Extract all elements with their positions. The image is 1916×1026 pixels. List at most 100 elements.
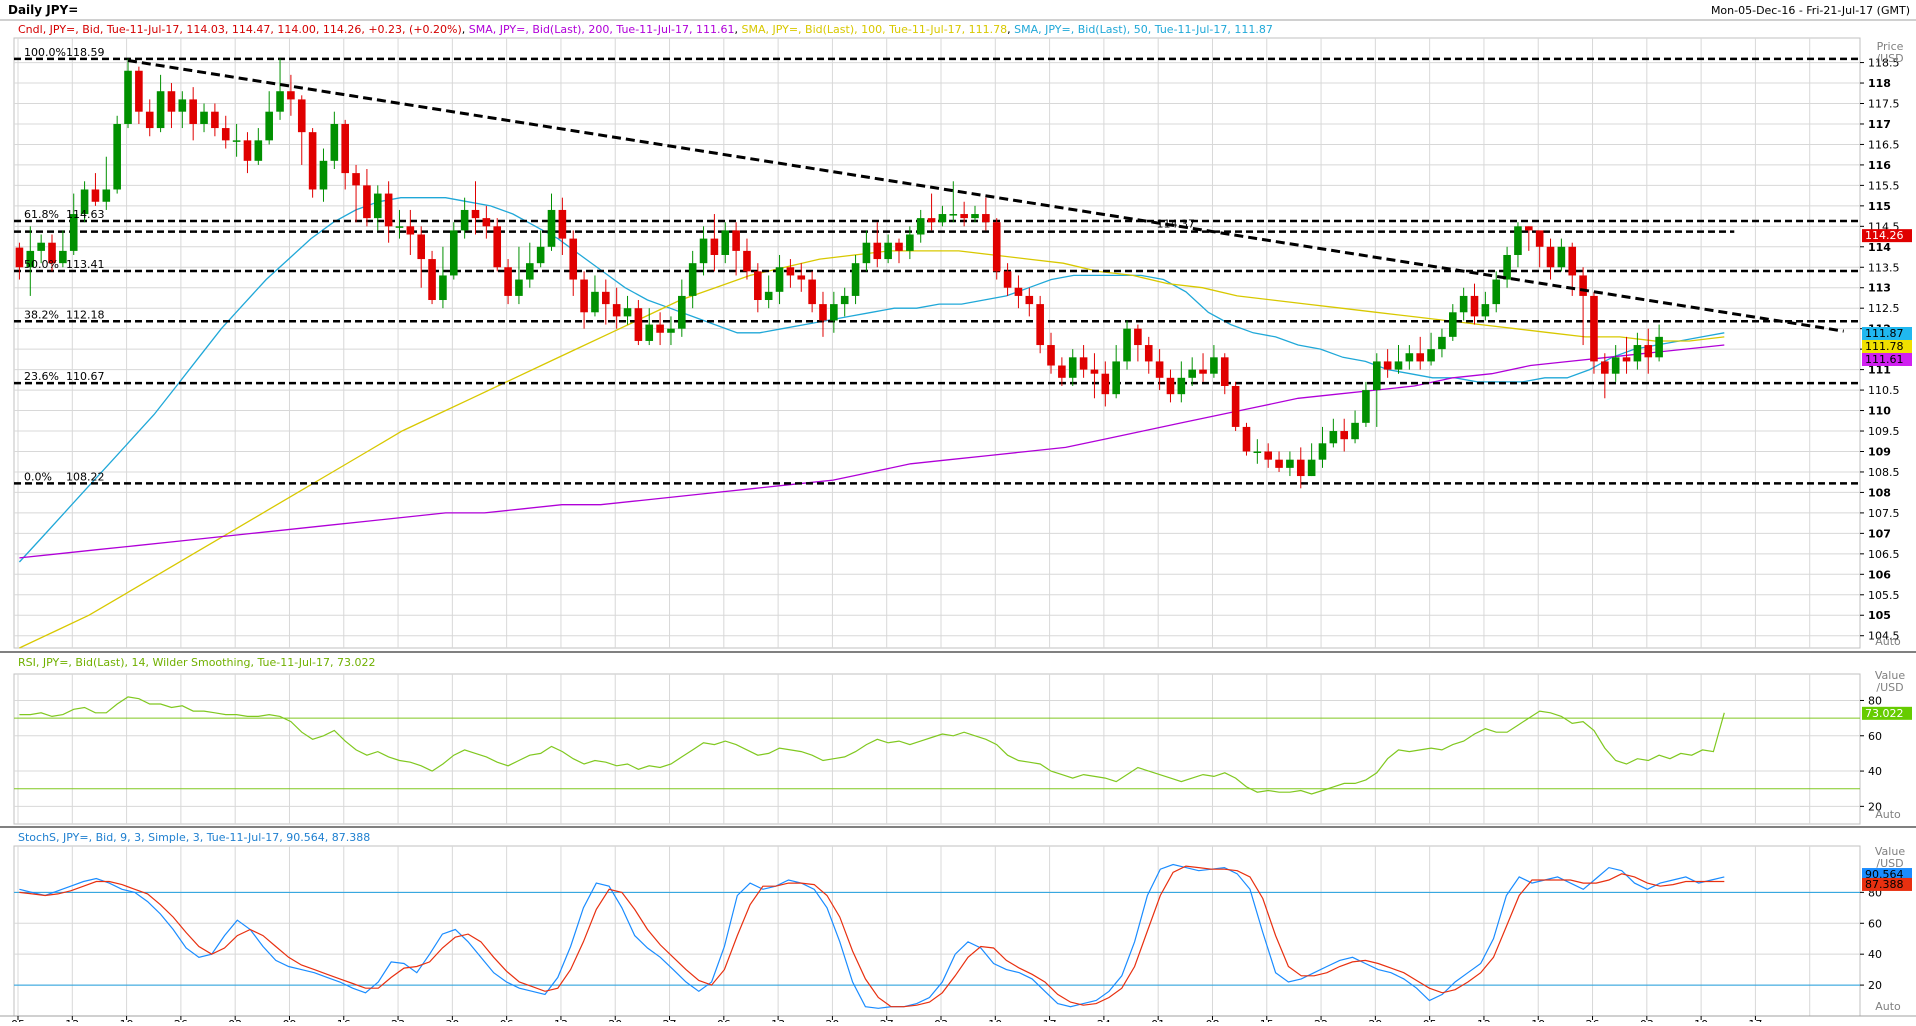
candle-body-114 — [1253, 451, 1262, 453]
price-gridlines — [14, 38, 1860, 648]
stoch-badge-label-0: 90.564 — [1865, 868, 1904, 881]
candle-legend: Cndl, JPY=, Bid, Tue-11-Jul-17, 114.03, … — [18, 23, 462, 36]
candle-body-136 — [1492, 279, 1501, 305]
day-tick-label-15: 20 — [825, 1018, 839, 1022]
fibonacci-labels: 100.0% 118.59 61.8% 114.63 50.0% 113.41 38.2% 1… — [24, 46, 105, 484]
candle-body-8 — [102, 189, 111, 202]
candle-body-77 — [851, 263, 860, 296]
candle-body-69 — [764, 291, 773, 301]
fibonacci-levels — [14, 57, 1860, 485]
rsi-header-bg — [14, 655, 434, 670]
candle-body-147 — [1611, 357, 1620, 374]
stochastic-lines — [14, 863, 1860, 1009]
stoch-badge-bg-0 — [1862, 868, 1912, 882]
candle-body-123 — [1351, 422, 1359, 440]
price-tick-label-11: 110 — [1868, 405, 1891, 418]
candle-body-109 — [1199, 369, 1207, 374]
price-header: Cndl, JPY=, Bid, Tue-11-Jul-17, 114.03, … — [14, 22, 1273, 37]
candle-body-63 — [699, 238, 708, 264]
rsi-tick-label-1: 40 — [1868, 765, 1882, 778]
rsi-panel[interactable]: 20 40 60 80 Value /USD Auto 73.022 RSI, JPY… — [13, 655, 1912, 825]
candle-body-31 — [352, 173, 360, 186]
candle-body-89 — [982, 214, 990, 223]
candle-body-48 — [536, 246, 545, 264]
candle-body-44 — [493, 226, 502, 268]
price-tick-label-8: 108.5 — [1868, 466, 1900, 479]
candle-body-39 — [439, 275, 447, 301]
candle-body-121 — [1329, 431, 1338, 444]
price-badge-label-0: 114.26 — [1865, 229, 1904, 242]
fib-value-3: 112.18 — [66, 308, 105, 321]
price-y-axis: 104.5 105 105.5 106 106.5 107 107.5 108 108.5 109… — [1860, 57, 1900, 643]
candle-body-78 — [862, 242, 871, 264]
fib-pct-3: 38.2% — [24, 308, 59, 321]
candle-body-26 — [297, 99, 306, 133]
candle-body-120 — [1318, 443, 1327, 460]
price-panel[interactable]: 104.5 105 105.5 106 106.5 107 107.5 108 108.5 109… — [13, 22, 1912, 649]
candle-body-133 — [1459, 295, 1468, 313]
day-tick-label-14: 13 — [771, 1018, 785, 1022]
rsi-axis-auto[interactable]: Auto — [1875, 808, 1901, 821]
price-tick-label-5: 107 — [1868, 527, 1891, 540]
candle-body-27 — [308, 132, 317, 190]
candle-body-2 — [37, 242, 45, 251]
sma-lines — [18, 197, 1725, 649]
stoch-header-bg — [14, 830, 454, 845]
candle-body-105 — [1155, 361, 1164, 378]
candle-body-84 — [927, 218, 936, 223]
candle-body-143 — [1568, 246, 1577, 276]
sma-line-2 — [19, 344, 1725, 559]
candlesticks — [15, 58, 1663, 489]
candle-body-28 — [319, 160, 328, 190]
candle-body-36 — [406, 226, 415, 235]
candle-body-90 — [992, 222, 1001, 272]
day-tick-label-21: 01 — [1151, 1018, 1165, 1022]
candle-body-97 — [1068, 357, 1077, 378]
day-tick-label-19: 17 — [1043, 1018, 1057, 1022]
price-axis-title-line2: /USD — [1876, 52, 1903, 65]
day-tick-label-6: 16 — [337, 1018, 351, 1022]
price-tick-label-22: 115.5 — [1868, 179, 1900, 192]
stoch-axis-auto[interactable]: Auto — [1875, 1000, 1901, 1013]
rsi-value-badge: 73.022 — [1862, 706, 1912, 720]
candle-body-76 — [840, 295, 849, 305]
price-axis-auto[interactable]: Auto — [1875, 635, 1901, 648]
candle-body-146 — [1601, 361, 1609, 374]
candle-body-11 — [135, 70, 143, 112]
stoch-axis-title-line2: /USD — [1876, 857, 1903, 870]
fib-pct-5: 0.0% — [24, 470, 52, 483]
candle-body-111 — [1220, 357, 1229, 386]
candle-body-80 — [884, 242, 892, 260]
candle-body-56 — [623, 308, 632, 317]
price-tick-label-17: 113 — [1868, 282, 1891, 295]
candle-body-116 — [1275, 459, 1283, 468]
candle-body-134 — [1470, 295, 1479, 317]
price-plot-frame — [13, 37, 1861, 649]
candle-body-107 — [1177, 377, 1186, 395]
candle-body-16 — [189, 99, 197, 124]
candle-body-60 — [667, 328, 675, 333]
sma-line-1 — [19, 250, 1725, 649]
candle-body-7 — [91, 189, 100, 202]
price-tick-label-28: 118.5 — [1868, 57, 1900, 70]
candle-body-93 — [1025, 295, 1034, 305]
candle-body-86 — [949, 214, 958, 216]
candle-body-33 — [373, 193, 382, 219]
candle-body-144 — [1579, 275, 1587, 296]
candle-body-102 — [1123, 328, 1131, 362]
price-tick-label-27: 118 — [1868, 77, 1891, 90]
stoch-line-0 — [19, 863, 1725, 1009]
candle-body-145 — [1590, 295, 1598, 362]
candle-body-41 — [460, 209, 469, 231]
candle-body-29 — [330, 123, 339, 161]
rsi-axis-title-line1: Value — [1875, 669, 1905, 682]
candle-body-70 — [775, 267, 784, 292]
candle-body-38 — [428, 259, 436, 301]
candle-body-94 — [1036, 304, 1044, 346]
candle-body-140 — [1535, 230, 1544, 247]
day-tick-label-8: 30 — [445, 1018, 459, 1022]
candle-body-57 — [634, 308, 643, 341]
candle-body-110 — [1210, 357, 1218, 374]
